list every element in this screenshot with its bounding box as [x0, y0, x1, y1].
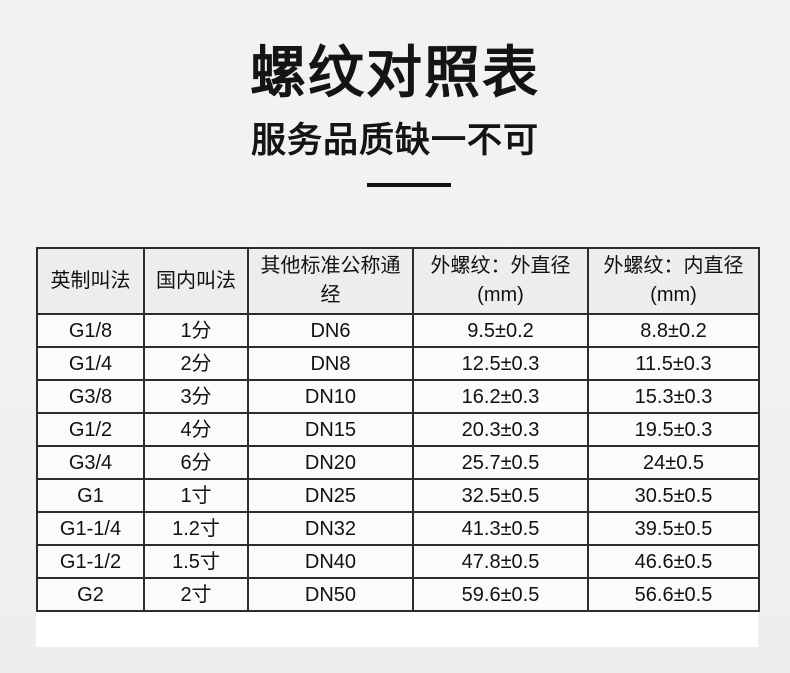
table-cell: DN25	[247, 478, 414, 513]
table-cell: 2寸	[143, 577, 249, 612]
table-cell: DN40	[247, 544, 414, 579]
col-header-domestic-name: 国内叫法	[143, 247, 249, 315]
table-cell: 16.2±0.3	[412, 379, 589, 414]
table-cell: 59.6±0.5	[412, 577, 589, 612]
page-subtitle: 服务品质缺一不可	[250, 121, 539, 160]
table-cell: 1.2寸	[143, 511, 249, 546]
col-header-dn-standard: 其他标准公称通 经	[247, 247, 414, 315]
table-cell: 9.5±0.2	[412, 313, 589, 348]
table-cell: 6分	[143, 445, 249, 480]
table-row: G1/2 4分 DN15 20.3±0.3 19.5±0.3	[36, 412, 760, 447]
table-cell: 32.5±0.5	[412, 478, 589, 513]
table-cell: DN20	[247, 445, 414, 480]
table-cell: 2分	[143, 346, 249, 381]
title-underline	[367, 183, 451, 187]
table-cell: G1/4	[36, 346, 145, 381]
table-cell: G1	[36, 478, 145, 513]
table-cell: 20.3±0.3	[412, 412, 589, 447]
table-cell: G2	[36, 577, 145, 612]
page-title: 螺纹对照表	[250, 41, 540, 104]
table-cell: 47.8±0.5	[412, 544, 589, 579]
table-row: G1-1/4 1.2寸 DN32 41.3±0.5 39.5±0.5	[36, 511, 760, 546]
table-cell: 30.5±0.5	[587, 478, 760, 513]
table-cell: DN8	[247, 346, 414, 381]
table-cell: DN50	[247, 577, 414, 612]
table-cell: G1-1/4	[36, 511, 145, 546]
table-cell: G1/2	[36, 412, 145, 447]
table-cell: 3分	[143, 379, 249, 414]
table-cell: 41.3±0.5	[412, 511, 589, 546]
table-cell: 39.5±0.5	[587, 511, 760, 546]
table-cell: 24±0.5	[587, 445, 760, 480]
table-header-row: 英制叫法 国内叫法 其他标准公称通 经 外螺纹：外直径 (mm) 外螺纹：内直径…	[36, 247, 760, 315]
col-header-outer-diameter: 外螺纹：外直径 (mm)	[412, 247, 589, 315]
table-body: G1/8 1分 DN6 9.5±0.2 8.8±0.2 G1/4 2分 DN8 12.5±0.3…	[36, 313, 760, 612]
thread-comparison-table: 英制叫法 国内叫法 其他标准公称通 经 外螺纹：外直径 (mm) 外螺纹：内直径…	[36, 247, 760, 612]
table-cell: 8.8±0.2	[587, 313, 760, 348]
table-row: G2 2寸 DN50 59.6±0.5 56.6±0.5	[36, 577, 760, 612]
table-row: G1-1/2 1.5寸 DN40 47.8±0.5 46.6±0.5	[36, 544, 760, 579]
col-header-imperial-name: 英制叫法	[36, 247, 145, 315]
table-cell: DN6	[247, 313, 414, 348]
table-row: G1/8 1分 DN6 9.5±0.2 8.8±0.2	[36, 313, 760, 348]
table-cell: 11.5±0.3	[587, 346, 760, 381]
table-cell: 56.6±0.5	[587, 577, 760, 612]
table-cell: DN15	[247, 412, 414, 447]
col-header-inner-diameter: 外螺纹：内直径 (mm)	[587, 247, 760, 315]
table-cell: 19.5±0.3	[587, 412, 760, 447]
table-row: G3/4 6分 DN20 25.7±0.5 24±0.5	[36, 445, 760, 480]
table-cell: 1分	[143, 313, 249, 348]
table-row: G3/8 3分 DN10 16.2±0.3 15.3±0.3	[36, 379, 760, 414]
table-cell: 46.6±0.5	[587, 544, 760, 579]
table-cell: 25.7±0.5	[412, 445, 589, 480]
table-cell: G3/4	[36, 445, 145, 480]
table-cell: 12.5±0.3	[412, 346, 589, 381]
table-cell: 1寸	[143, 478, 249, 513]
table-row: G1 1寸 DN25 32.5±0.5 30.5±0.5	[36, 478, 760, 513]
table-row: G1/4 2分 DN8 12.5±0.3 11.5±0.3	[36, 346, 760, 381]
table-cell: G1-1/2	[36, 544, 145, 579]
table-cell: 4分	[143, 412, 249, 447]
table-cell: 15.3±0.3	[587, 379, 760, 414]
table-cell: G1/8	[36, 313, 145, 348]
table-cell: DN32	[247, 511, 414, 546]
table-cell: G3/8	[36, 379, 145, 414]
table-cell: 1.5寸	[143, 544, 249, 579]
table-cell: DN10	[247, 379, 414, 414]
